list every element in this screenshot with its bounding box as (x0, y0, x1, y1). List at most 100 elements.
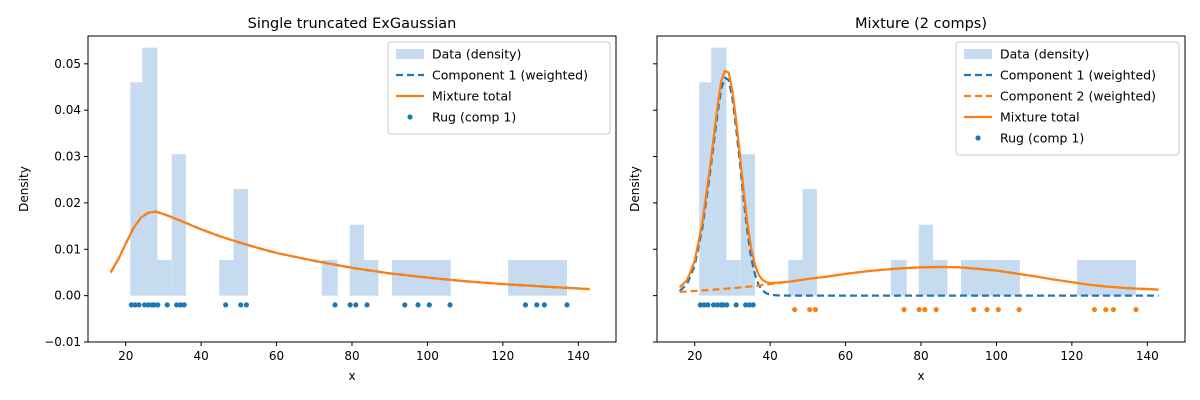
histogram-bar-1 (711, 47, 727, 296)
rug-point (402, 302, 408, 308)
rug-point (933, 306, 939, 313)
rug-point (522, 302, 529, 308)
rug-point (564, 302, 570, 308)
rug-point (136, 302, 142, 308)
y-tick-label: 0.00 (54, 289, 81, 303)
legend-label: Mixture total (1000, 110, 1080, 125)
rug-point (724, 302, 730, 308)
left-chart-panel: 20 40 60 80 100 120 140 −0.01 0.00 0.01 0.02 0.03 0… (17, 16, 617, 383)
histogram-bar-10 (508, 259, 567, 296)
legend-marker (975, 135, 981, 141)
legend-swatch (396, 49, 424, 59)
density-curves (678, 69, 1159, 297)
rug-point (971, 306, 977, 313)
rug-points (697, 302, 1139, 313)
legend-box (387, 41, 611, 135)
legend-item: Component 1 (weighted) (396, 68, 588, 83)
legend-label: Component 1 (weighted) (1000, 68, 1156, 83)
y-axis-ticks (653, 63, 657, 343)
legend-label: Data (density) (432, 47, 521, 62)
rug-point (807, 306, 813, 313)
histogram-bar-4 (788, 259, 803, 296)
y-tick-label: 0.04 (54, 103, 81, 117)
x-tick-label: 120 (491, 349, 514, 363)
rug-point (128, 302, 134, 308)
rug-point (132, 302, 138, 308)
histogram-bar-2 (726, 259, 741, 296)
legend-item: Mixture total (396, 89, 512, 104)
rug-point (746, 302, 753, 308)
rug-point (697, 302, 703, 308)
y-tick-label: 0.02 (54, 196, 81, 210)
x-tick-label: 40 (194, 349, 209, 363)
rug-point (705, 302, 711, 308)
rug-point (332, 302, 338, 308)
rug-point (984, 306, 990, 313)
legend-marker (407, 114, 413, 120)
chart-title: Mixture (2 comps) (855, 16, 987, 32)
legend-label: Rug (comp 1) (432, 110, 516, 125)
x-tick-label: 100 (416, 349, 439, 363)
rug-point (238, 302, 244, 308)
rug-point (1103, 306, 1109, 313)
y-tick-label: 0.03 (54, 150, 81, 164)
rug-points (128, 302, 570, 308)
histogram-bar-0 (130, 82, 143, 296)
rug-point (1110, 306, 1116, 313)
rug-point (243, 302, 249, 308)
legend-item: Data (density) (964, 47, 1089, 62)
legend-label: Mixture total (432, 89, 512, 104)
x-axis-ticks: 20 40 60 80 100 120 140 (687, 342, 1159, 363)
legend: Data (density) Component 1 (weighted) Mixt… (387, 41, 611, 135)
y-axis-label: Density (17, 166, 31, 212)
curve-2 (678, 69, 1159, 291)
rug-point (1091, 306, 1098, 313)
x-axis-ticks: 20 40 60 80 100 120 140 (118, 342, 590, 363)
x-tick-label: 80 (913, 349, 928, 363)
x-tick-label: 120 (1060, 349, 1083, 363)
legend-item: Rug (comp 1) (975, 131, 1084, 146)
rug-point (347, 302, 353, 308)
legend: Data (density) Component 1 (weighted) Comp… (955, 41, 1180, 156)
y-tick-label: 0.01 (54, 242, 81, 256)
rug-point (364, 302, 370, 308)
rug-point (174, 302, 180, 308)
x-tick-label: 140 (1136, 349, 1159, 363)
x-tick-label: 100 (985, 349, 1008, 363)
rug-point (155, 302, 161, 308)
x-tick-label: 60 (269, 349, 284, 363)
x-tick-label: 20 (118, 349, 133, 363)
curve-0 (678, 76, 1159, 297)
rug-point (714, 302, 720, 308)
right-chart-panel: 20 40 60 80 100 120 140 Mixture (2 comps) x De… (628, 16, 1186, 383)
x-axis-label: x (348, 369, 355, 383)
rug-point (710, 302, 717, 308)
x-tick-label: 40 (763, 349, 778, 363)
x-tick-label: 60 (838, 349, 853, 363)
histogram-bar-6 (890, 259, 907, 296)
y-tick-label: 0.05 (54, 57, 81, 71)
histogram-bar-1 (142, 47, 158, 296)
rug-point (812, 306, 819, 313)
rug-point (426, 302, 432, 308)
histogram-bar-6 (321, 259, 338, 296)
rug-point (1016, 306, 1022, 313)
rug-point (534, 302, 540, 308)
x-tick-label: 20 (687, 349, 702, 363)
legend-label: Rug (comp 1) (1000, 131, 1084, 146)
legend-box (955, 41, 1180, 156)
y-axis-ticks: −0.01 0.00 0.01 0.02 0.03 0.04 0.05 (44, 57, 88, 349)
histogram-bar-5 (802, 189, 817, 296)
histogram-bar-8 (364, 259, 379, 296)
rug-point (447, 302, 453, 308)
rug-point (916, 306, 922, 313)
legend-item: Component 2 (weighted) (964, 89, 1156, 104)
x-tick-label: 80 (344, 349, 359, 363)
histogram-bar-3 (171, 154, 187, 296)
legend-item: Component 1 (weighted) (964, 68, 1156, 83)
histogram-bar-4 (219, 259, 234, 296)
curve-1 (109, 210, 590, 291)
histogram-bar-9 (960, 259, 1020, 296)
rug-point (750, 302, 756, 308)
